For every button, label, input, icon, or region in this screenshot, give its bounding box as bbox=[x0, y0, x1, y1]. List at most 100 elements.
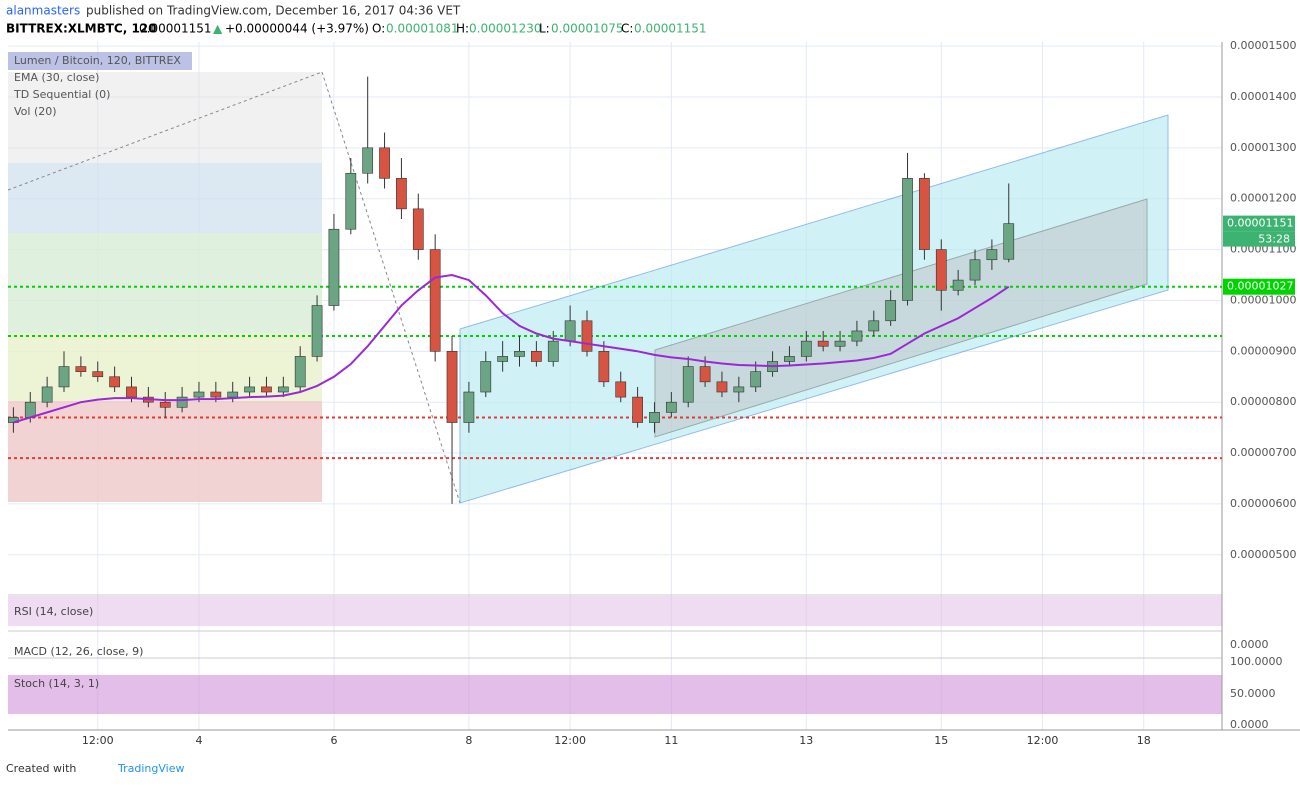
candle-body bbox=[514, 351, 525, 357]
legend-entry: Lumen / Bitcoin, 120, BITTREX bbox=[14, 54, 181, 67]
panel-axis-label: 0.0000 bbox=[1230, 638, 1269, 651]
y-tick-label: 0.00000700 bbox=[1230, 446, 1296, 459]
candle-body bbox=[294, 356, 306, 388]
x-tick-label: 13 bbox=[799, 734, 813, 747]
stoch-band bbox=[8, 675, 1222, 714]
candle-body bbox=[429, 249, 441, 352]
c-label: C: bbox=[621, 22, 633, 36]
candle-body bbox=[41, 386, 53, 403]
candle-body bbox=[615, 381, 627, 398]
candle-body bbox=[1003, 223, 1015, 260]
candle-body bbox=[277, 386, 289, 393]
candle-body bbox=[919, 178, 930, 250]
x-tick-label: 11 bbox=[664, 734, 678, 747]
candle-body bbox=[682, 366, 694, 403]
o-label: O: bbox=[372, 22, 385, 36]
fib-zone bbox=[8, 233, 322, 333]
candle-body bbox=[480, 361, 492, 393]
candle-body bbox=[699, 366, 711, 383]
x-tick-label: 12:00 bbox=[1027, 734, 1059, 747]
price-label: 0.00001151 bbox=[1227, 217, 1293, 230]
candle-body bbox=[665, 401, 677, 413]
candle-body bbox=[868, 320, 880, 332]
panel-title: RSI (14, close) bbox=[14, 605, 93, 618]
candle-body bbox=[733, 386, 745, 393]
published: published on TradingView.com, December 1… bbox=[86, 4, 461, 18]
legend-entry: TD Sequential (0) bbox=[13, 88, 110, 101]
candle-body bbox=[58, 366, 70, 388]
panel-axis-label: 100.0000 bbox=[1230, 655, 1283, 668]
candle-body bbox=[547, 340, 559, 362]
low: 0.00001075 bbox=[551, 22, 624, 36]
candle-body bbox=[800, 340, 812, 357]
candle-body bbox=[716, 381, 728, 393]
candle-body bbox=[581, 320, 593, 352]
candle-body bbox=[24, 401, 36, 418]
candle-body bbox=[598, 351, 610, 383]
legend-entry: EMA (30, close) bbox=[14, 71, 99, 84]
candle-body bbox=[952, 279, 964, 291]
candle-body bbox=[885, 300, 897, 322]
candle-body bbox=[632, 396, 643, 423]
y-tick-label: 0.00001400 bbox=[1230, 90, 1296, 103]
x-tick-label: 12:00 bbox=[554, 734, 586, 747]
created-with: Created with bbox=[6, 762, 76, 775]
candle-body bbox=[126, 386, 137, 398]
candle-body bbox=[935, 249, 947, 291]
channel-inner[interactable] bbox=[654, 198, 1148, 438]
y-tick-label: 0.00000600 bbox=[1230, 497, 1296, 510]
x-tick-label: 18 bbox=[1137, 734, 1151, 747]
high: 0.00001230 bbox=[469, 22, 542, 36]
price-label-box bbox=[1223, 278, 1295, 295]
y-tick-label: 0.00001200 bbox=[1230, 192, 1296, 205]
candle-body bbox=[784, 356, 795, 362]
countdown: 53:28 bbox=[1258, 233, 1290, 246]
candle-body bbox=[210, 391, 222, 398]
y-tick-label: 0.00000800 bbox=[1230, 395, 1296, 408]
candle-body bbox=[176, 396, 188, 408]
x-tick-label: 15 bbox=[934, 734, 948, 747]
panel-axis-label: 0.0000 bbox=[1230, 718, 1269, 731]
price-label: 0.00001027 bbox=[1227, 280, 1293, 293]
candle-body bbox=[328, 228, 340, 306]
ema-line bbox=[13, 273, 1010, 424]
candle-body bbox=[986, 249, 998, 261]
h-label: H: bbox=[456, 22, 469, 36]
panel-axis-label: 50.0000 bbox=[1230, 687, 1276, 700]
candle-body bbox=[902, 178, 913, 301]
panel-title: MACD (12, 26, close, 9) bbox=[14, 645, 143, 658]
x-tick-label: 6 bbox=[330, 734, 337, 747]
brand[interactable]: TradingView bbox=[117, 762, 184, 775]
candle-body bbox=[75, 366, 87, 372]
candle-body bbox=[969, 259, 981, 281]
x-tick-label: 12:00 bbox=[82, 734, 114, 747]
candle-body bbox=[834, 340, 846, 347]
candle-body bbox=[564, 320, 576, 342]
candle-body bbox=[109, 376, 120, 388]
legend-entry: Vol (20) bbox=[14, 105, 57, 118]
countdown-box bbox=[1223, 231, 1295, 247]
fib-zone bbox=[8, 163, 322, 233]
close: 0.00001151 bbox=[634, 22, 707, 36]
author[interactable]: alanmasters bbox=[6, 4, 80, 18]
candle-body bbox=[92, 371, 104, 378]
x-tick-label: 4 bbox=[195, 734, 202, 747]
last: 0.00001151 bbox=[139, 22, 212, 36]
y-tick-label: 0.00000900 bbox=[1230, 344, 1296, 357]
rsi-band bbox=[8, 596, 1222, 626]
panel-title: Stoch (14, 3, 1) bbox=[14, 677, 99, 690]
y-tick-label: 0.00001300 bbox=[1230, 141, 1296, 154]
l-label: L: bbox=[539, 22, 550, 36]
price-label-box bbox=[1223, 215, 1295, 232]
candle-body bbox=[497, 356, 509, 362]
open: 0.00001081 bbox=[386, 22, 459, 36]
candle-body bbox=[311, 305, 323, 357]
candle-body bbox=[851, 330, 863, 342]
change: +0.00000044 (+3.97%) bbox=[225, 22, 369, 36]
candle-body bbox=[362, 147, 374, 174]
candle-body bbox=[159, 401, 171, 408]
legend-highlight bbox=[8, 52, 192, 70]
x-tick-label: 8 bbox=[465, 734, 472, 747]
candle-body bbox=[649, 412, 660, 423]
